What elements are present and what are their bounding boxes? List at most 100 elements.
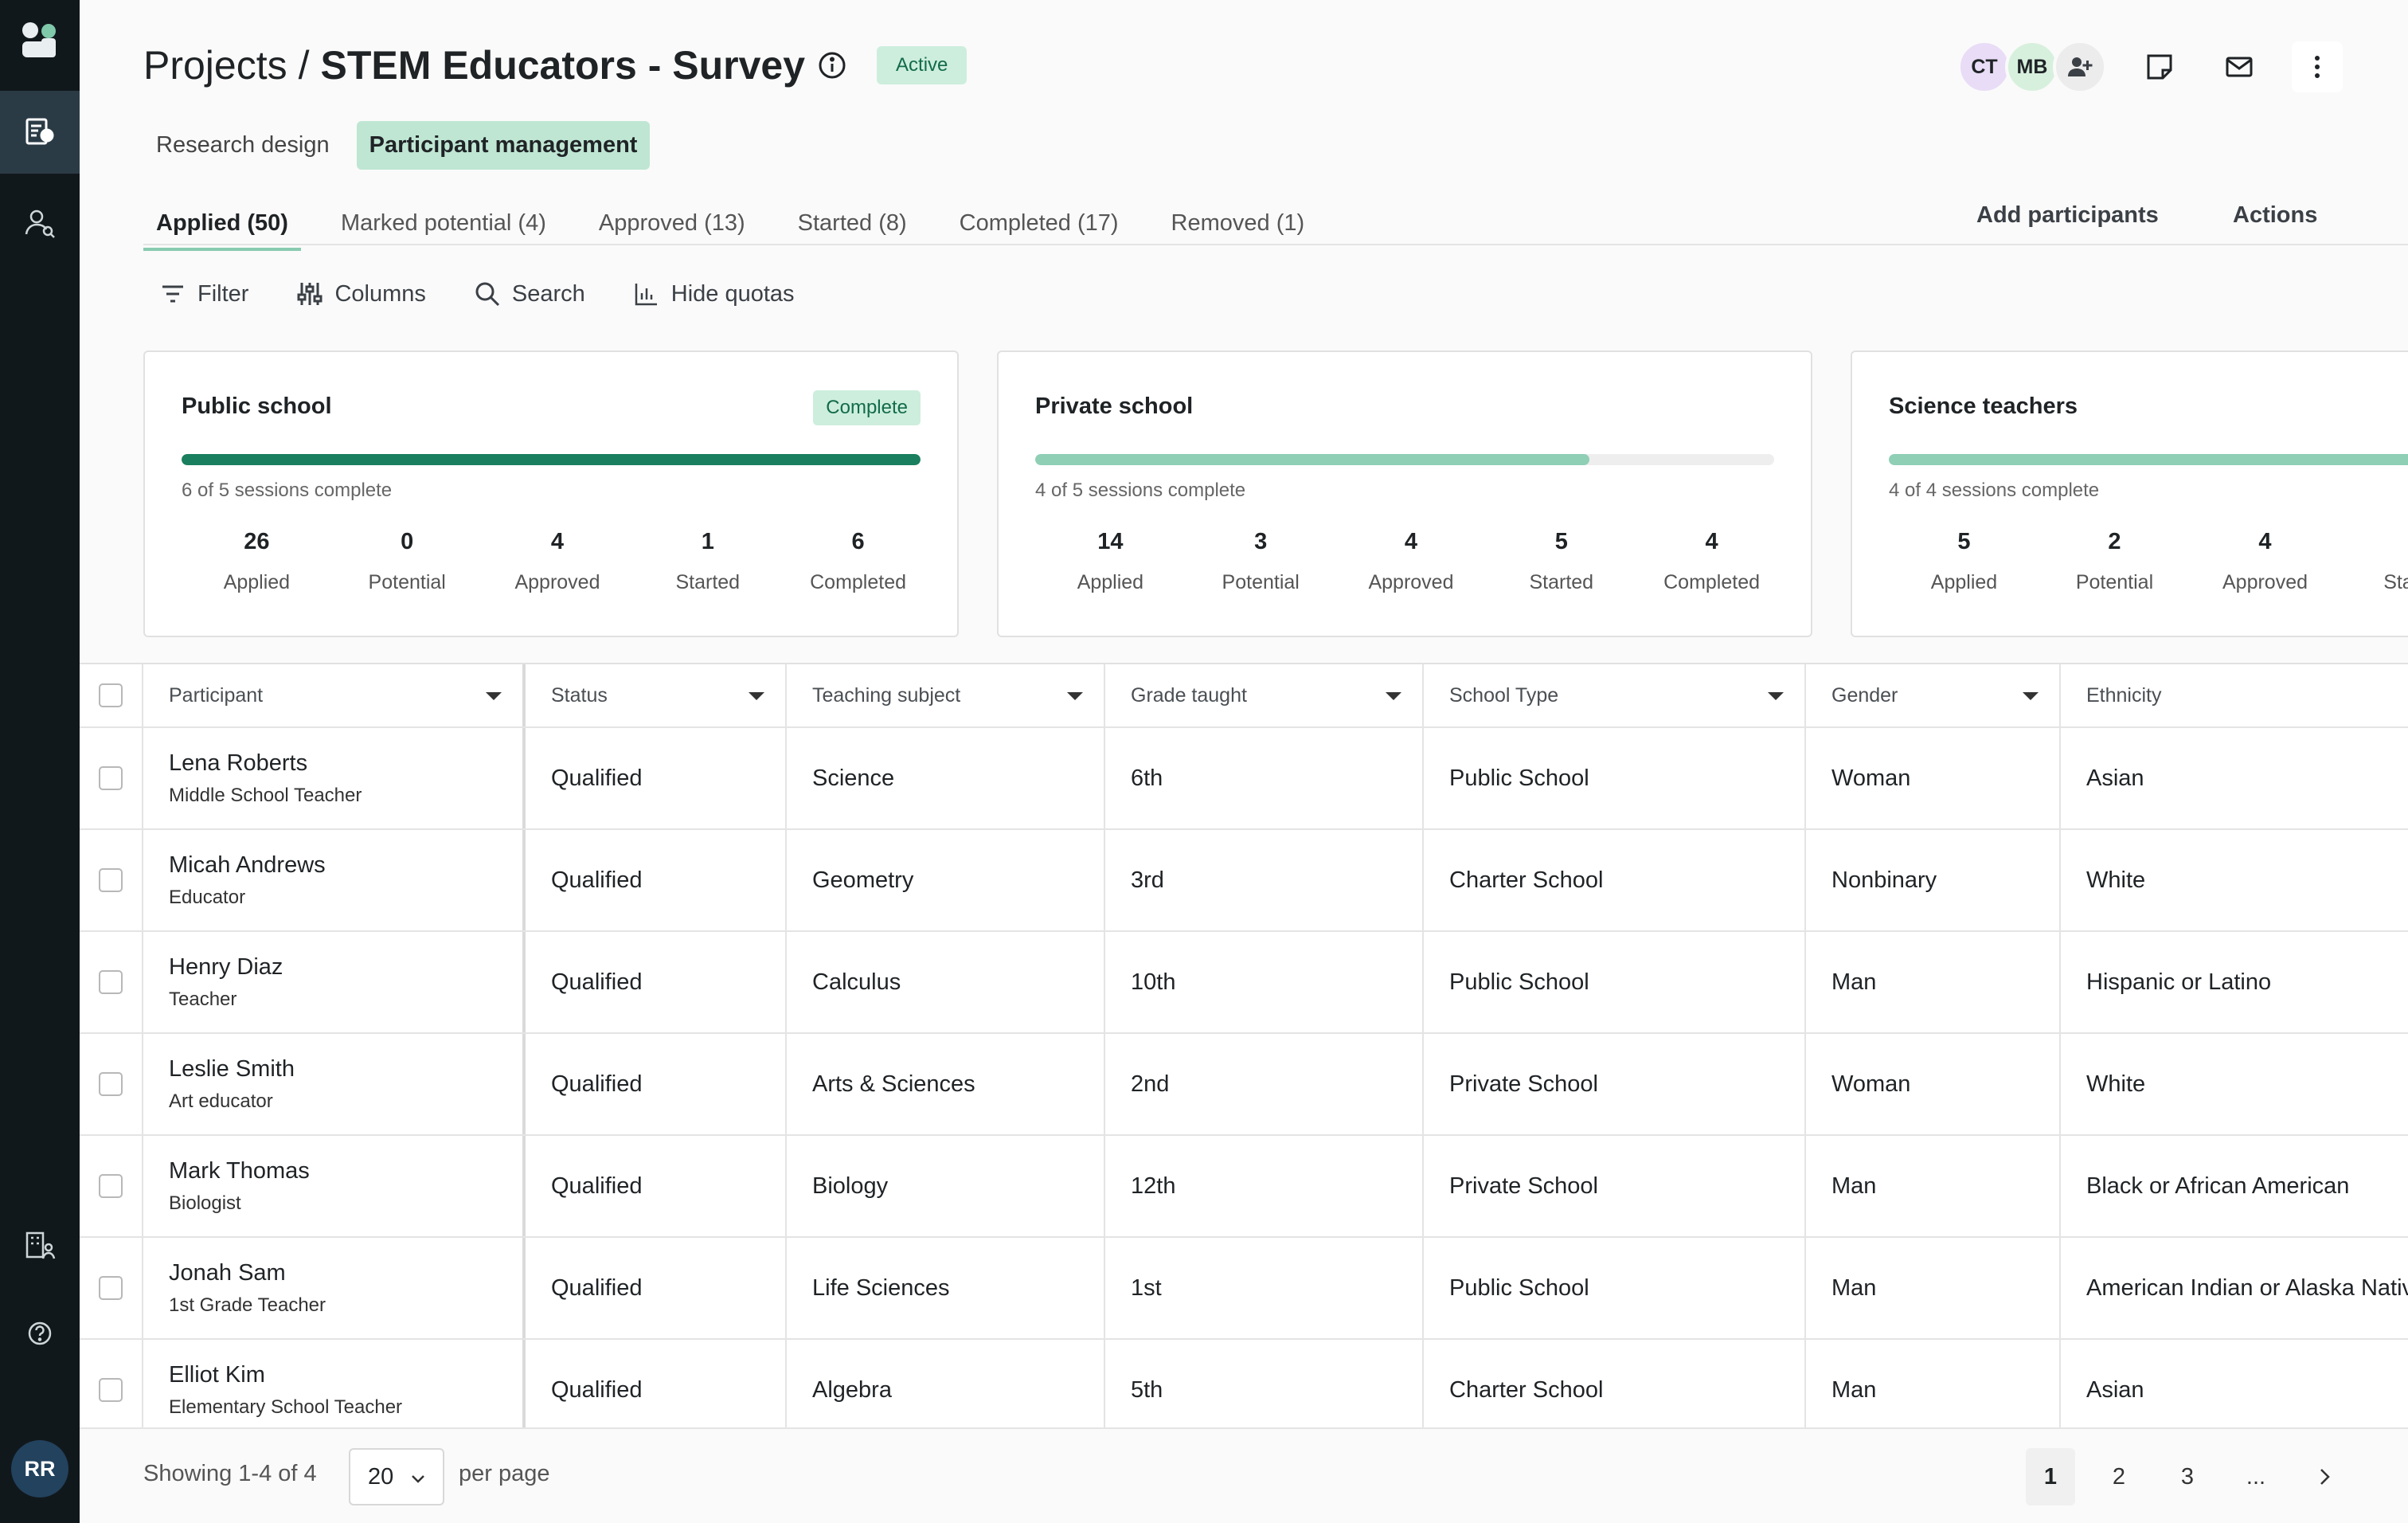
search-button[interactable]: Search [474,280,585,307]
page-ellipsis[interactable]: ... [2246,1463,2266,1490]
hide-quotas-button[interactable]: Hide quotas [633,280,795,307]
participant-cell[interactable]: Leslie Smith Art educator [143,1034,526,1134]
grade-cell: 6th [1105,728,1424,828]
cell-value: American Indian or Alaska Native [2086,1274,2408,1301]
info-icon[interactable] [818,51,846,80]
mail-icon [2226,57,2253,77]
column-header-teaching-subject[interactable]: Teaching subject [787,664,1105,726]
table-row[interactable]: Leslie Smith Art educator Qualified Arts & … [80,1034,2408,1136]
sort-caret-icon[interactable] [1067,692,1083,700]
breadcrumb-projects-link[interactable]: Projects [143,43,287,88]
tab-marked-potential[interactable]: Marked potential (4) [340,210,546,236]
sort-caret-icon[interactable] [1386,692,1401,700]
participant-name[interactable]: Jonah Sam [169,1259,286,1286]
row-checkbox[interactable] [99,970,123,994]
user-avatar[interactable]: RR [11,1440,68,1498]
tab-applied[interactable]: Applied (50) [143,206,301,251]
email-button[interactable] [2214,41,2265,92]
participant-name[interactable]: Elliot Kim [169,1361,265,1388]
page-button[interactable]: 2 [2112,1463,2126,1490]
table-row[interactable]: Henry Diaz Teacher Qualified Calculus 10th Pu… [80,932,2408,1034]
sort-caret-icon[interactable] [2023,692,2039,700]
add-collaborator-button[interactable] [2053,40,2107,94]
sidebar-item-participants[interactable] [0,182,80,264]
participant-role: Art educator [169,1090,273,1112]
select-all-checkbox[interactable] [99,683,123,707]
filter-button[interactable]: Filter [159,280,248,307]
actions-button[interactable]: Actions [2233,202,2318,228]
participants-icon [25,209,55,238]
school-type-cell: Private School [1424,1136,1806,1236]
cell-value: Man [1831,1376,1877,1403]
sort-caret-icon[interactable] [749,692,764,700]
table-row[interactable]: Jonah Sam 1st Grade Teacher Qualified Life … [80,1238,2408,1340]
sort-caret-icon[interactable] [1768,692,1784,700]
avatar[interactable]: MB [2005,40,2059,94]
row-select-cell [80,1034,143,1134]
cell-value: 3rd [1131,867,1164,893]
participant-name[interactable]: Henry Diaz [169,953,283,980]
stat-label: Approved [2222,571,2308,593]
gender-cell: Man [1806,932,2061,1032]
notes-button[interactable] [2134,41,2185,92]
column-header-ethnicity[interactable]: Ethnicity [2061,664,2408,726]
subnav-research-design[interactable]: Research design [156,132,330,158]
participant-name[interactable]: Micah Andrews [169,852,326,878]
grade-cell: 10th [1105,932,1424,1032]
stat-value: 5 [1957,529,1971,554]
cell-value: Woman [1831,1071,1911,1097]
tab-approved[interactable]: Approved (13) [598,210,745,236]
row-checkbox[interactable] [99,1072,123,1096]
search-icon [475,282,499,307]
stat-started: 1 Started [2340,529,2408,594]
sidebar-item-organization[interactable] [0,1204,80,1287]
cell-value: Geometry [812,867,914,893]
next-page-button[interactable] [2300,1448,2349,1505]
row-checkbox[interactable] [99,1276,123,1300]
column-header-status[interactable]: Status [526,664,787,726]
columns-button[interactable]: Columns [296,280,426,307]
participant-cell[interactable]: Lena Roberts Middle School Teacher [143,728,526,828]
tab-completed[interactable]: Completed (17) [959,210,1119,236]
column-header-school-type[interactable]: School Type [1424,664,1806,726]
table-row[interactable]: Mark Thomas Biologist Qualified Biology 12th… [80,1136,2408,1238]
participant-cell[interactable]: Elliot Kim Elementary School Teacher [143,1340,526,1427]
table-row[interactable]: Lena Roberts Middle School Teacher Qualifi… [80,728,2408,830]
status-cell: Qualified [526,1238,787,1338]
column-header-participant[interactable]: Participant [143,664,526,726]
filter-label: Filter [197,280,249,307]
add-participants-button[interactable]: Add participants [1976,202,2159,228]
app-logo-icon[interactable] [21,21,59,59]
participant-cell[interactable]: Jonah Sam 1st Grade Teacher [143,1238,526,1338]
cell-value: 1st [1131,1274,1162,1301]
participant-cell[interactable]: Micah Andrews Educator [143,830,526,930]
breadcrumb-separator: / [298,43,310,88]
table-row[interactable]: Micah Andrews Educator Qualified Geometry 3r… [80,830,2408,932]
participant-name[interactable]: Lena Roberts [169,750,308,776]
page-button[interactable]: 1 [2026,1448,2075,1505]
sidebar-item-help[interactable] [0,1292,80,1375]
subnav-participant-management[interactable]: Participant management [356,121,651,170]
row-checkbox[interactable] [99,1174,123,1198]
tab-started[interactable]: Started (8) [797,210,907,236]
participant-cell[interactable]: Henry Diaz Teacher [143,932,526,1032]
table-row[interactable]: Elliot Kim Elementary School Teacher Quali… [80,1340,2408,1427]
row-checkbox[interactable] [99,868,123,892]
row-checkbox[interactable] [99,766,123,790]
tab-removed[interactable]: Removed (1) [1171,210,1305,236]
per-page-select[interactable]: 20 [349,1448,444,1505]
row-select-cell [80,728,143,828]
participant-name[interactable]: Leslie Smith [169,1055,295,1082]
sort-caret-icon[interactable] [486,692,502,700]
sidebar-item-surveys[interactable] [0,91,80,174]
page-button[interactable]: 3 [2180,1463,2195,1490]
participant-name[interactable]: Mark Thomas [169,1157,310,1184]
more-options-button[interactable] [2292,41,2343,92]
avatar[interactable]: CT [1957,40,2011,94]
column-header-grade-taught[interactable]: Grade taught [1105,664,1424,726]
cell-value: White [2086,867,2146,893]
column-header-gender[interactable]: Gender [1806,664,2061,726]
row-checkbox[interactable] [99,1378,123,1402]
tabs-divider [143,244,2408,245]
participant-cell[interactable]: Mark Thomas Biologist [143,1136,526,1236]
